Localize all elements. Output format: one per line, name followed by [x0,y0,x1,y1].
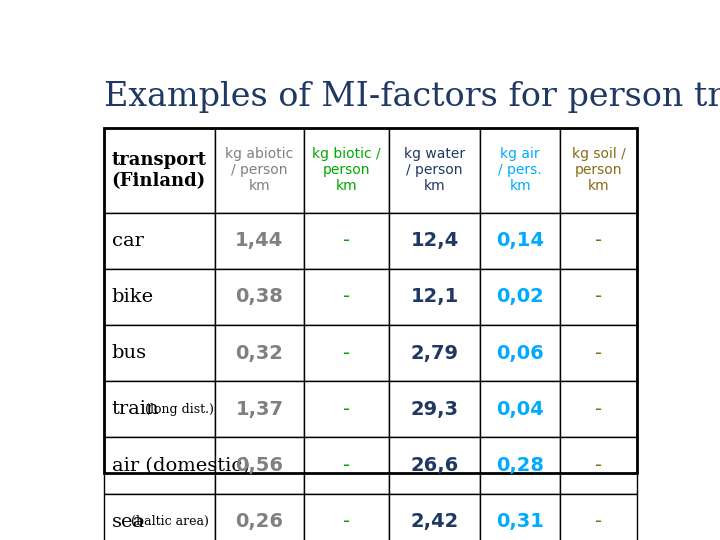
Text: 0,28: 0,28 [496,456,544,475]
Bar [215,494,304,540]
Text: -: - [595,343,602,363]
Text: 0,32: 0,32 [235,343,283,363]
Bar [480,213,560,269]
Text: Examples of MI-factors for person transport: Examples of MI-factors for person transp… [104,81,720,113]
Bar [215,437,304,494]
Text: kg biotic /
person
km: kg biotic / person km [312,147,381,193]
Bar [480,269,560,325]
Bar [104,128,215,213]
Text: 1,44: 1,44 [235,231,284,250]
Text: kg soil /
person
km: kg soil / person km [572,147,626,193]
Text: bus: bus [112,344,147,362]
Bar [304,437,389,494]
Text: -: - [595,456,602,475]
Bar [304,128,389,213]
Text: kg air
/ pers.
km: kg air / pers. km [498,147,542,193]
Text: 1,37: 1,37 [235,400,284,419]
Text: -: - [343,400,350,419]
Bar [304,269,389,325]
Text: kg abiotic
/ person
km: kg abiotic / person km [225,147,294,193]
Bar [304,213,389,269]
Text: (baltic area): (baltic area) [132,515,210,528]
Bar [215,213,304,269]
Text: air (domestic): air (domestic) [112,457,250,475]
Text: bike: bike [112,288,154,306]
Text: -: - [343,456,350,475]
Bar [389,325,480,381]
Bar [480,494,560,540]
Text: 0,38: 0,38 [235,287,283,307]
Text: 0,02: 0,02 [496,287,544,307]
Bar [560,128,637,213]
Text: -: - [595,231,602,250]
Text: 2,42: 2,42 [410,512,459,531]
Bar [104,325,215,381]
Text: 0,14: 0,14 [496,231,544,250]
Bar [304,381,389,437]
Text: sea: sea [112,513,145,531]
Bar [389,437,480,494]
Bar [480,325,560,381]
Text: 2,79: 2,79 [410,343,459,363]
Bar [480,381,560,437]
Text: -: - [343,343,350,363]
Bar [215,381,304,437]
Text: 12,1: 12,1 [410,287,459,307]
Bar [389,213,480,269]
Bar [389,269,480,325]
Bar [104,213,215,269]
Bar [104,494,215,540]
Text: train: train [112,400,159,418]
Text: -: - [343,512,350,531]
Bar [104,381,215,437]
Bar [560,269,637,325]
Bar [389,494,480,540]
Text: 0,31: 0,31 [496,512,544,531]
Bar [560,381,637,437]
Bar [215,269,304,325]
Text: -: - [595,400,602,419]
Text: 29,3: 29,3 [410,400,459,419]
Text: 0,06: 0,06 [496,343,544,363]
Text: 26,6: 26,6 [410,456,459,475]
Text: (long dist.): (long dist.) [145,403,214,416]
Bar [304,494,389,540]
Text: 0,04: 0,04 [496,400,544,419]
Bar [560,494,637,540]
Bar [215,325,304,381]
Text: kg water
/ person
km: kg water / person km [404,147,465,193]
Bar [104,128,637,473]
Text: -: - [595,287,602,307]
Bar [480,437,560,494]
Text: transport
(Finland): transport (Finland) [112,151,207,190]
Bar [560,437,637,494]
Text: -: - [595,512,602,531]
Text: car: car [112,232,143,249]
Bar [104,269,215,325]
Text: -: - [343,231,350,250]
Text: 0,56: 0,56 [235,456,284,475]
Text: 0,26: 0,26 [235,512,284,531]
Bar [104,437,215,494]
Text: 12,4: 12,4 [410,231,459,250]
Text: -: - [343,287,350,307]
Bar [560,325,637,381]
Bar [389,381,480,437]
Bar [304,325,389,381]
Bar [560,213,637,269]
Bar [480,128,560,213]
Bar [215,128,304,213]
Bar [389,128,480,213]
